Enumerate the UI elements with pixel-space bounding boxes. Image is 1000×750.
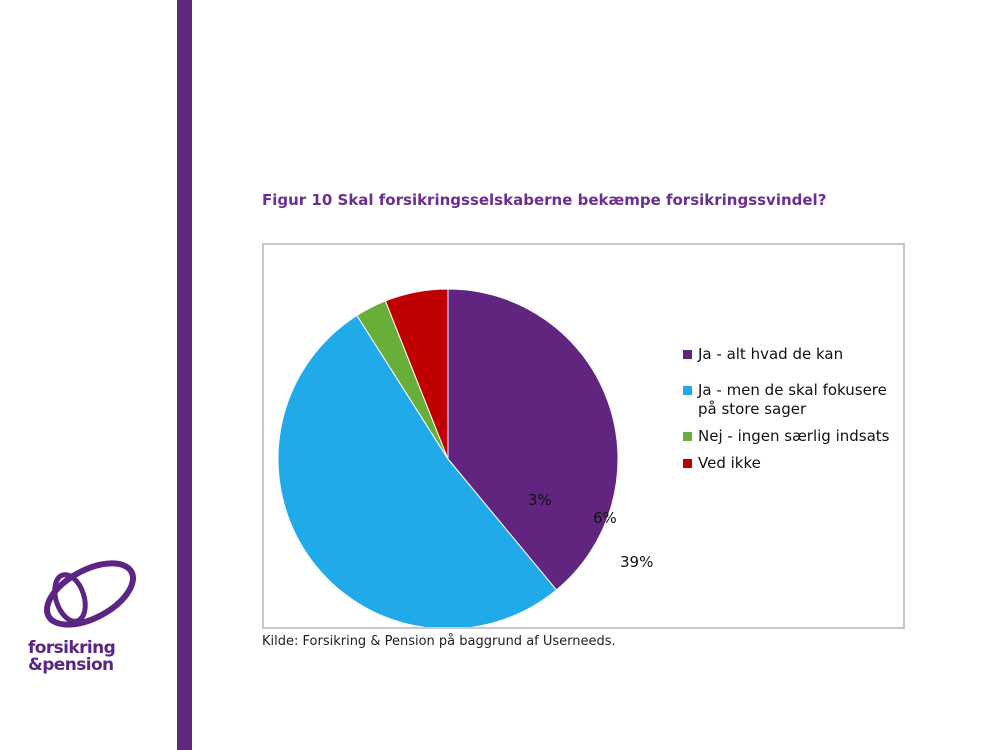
chart-legend: Ja - alt hvad de kan Ja - men de skal fok… [683,345,903,473]
legend-label-3: Nej - ingen særlig indsats [698,427,890,445]
pie-slice-2 [277,314,558,627]
legend-item-2: Ja - men de skal fokusere på store sager [683,381,903,419]
legend-label-2: Ja - men de skal fokusere på store sager [698,381,887,418]
logo-text: forsikring &pension [28,640,148,674]
legend-item-3: Nej - ingen særlig indsats [683,427,903,446]
side-accent-bar [177,0,192,750]
legend-swatch-3 [683,432,692,441]
legend-label-4: Ved ikke [698,454,761,472]
logo-mark-icon [43,560,137,628]
logo: forsikring &pension [28,552,148,682]
pie-data-label-1: 39% [620,553,653,571]
legend-label-1: Ja - alt hvad de kan [698,345,844,363]
legend-item-4: Ved ikke [683,454,903,473]
logo-text-line2: &pension [28,655,114,675]
legend-swatch-1 [683,350,692,359]
logo-text-line1: forsikring [28,638,116,658]
legend-swatch-4 [683,459,692,468]
pie-slice-1 [447,288,619,591]
legend-swatch-2 [683,386,692,395]
pie-chart: 39%52%3%6% [277,288,653,627]
pie-data-label-4: 6% [593,509,617,527]
figure-title: Figur 10 Skal forsikringsselskaberne bek… [262,191,827,209]
source-note: Kilde: Forsikring & Pension på baggrund … [262,634,616,649]
pie-data-label-3: 3% [528,491,552,509]
pie-slice-4 [384,288,449,460]
legend-item-1: Ja - alt hvad de kan [683,345,903,364]
